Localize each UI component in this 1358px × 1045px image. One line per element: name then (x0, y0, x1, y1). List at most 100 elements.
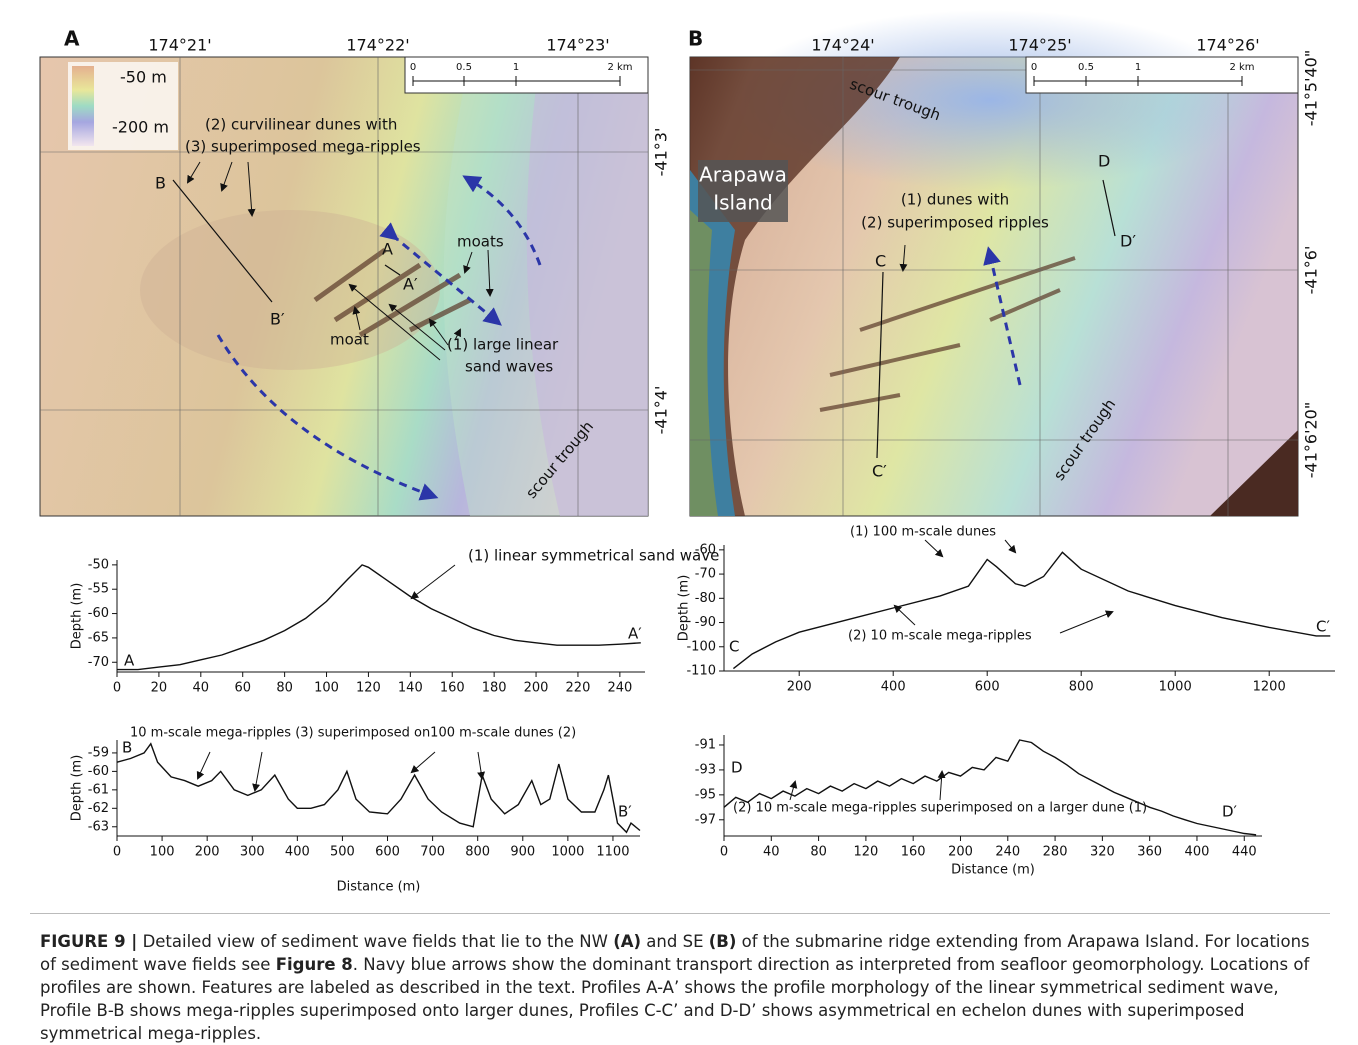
lat-label: -41°4' (652, 386, 671, 435)
page: { "map_a": { "panel": "A", "lon_labels":… (0, 0, 1358, 1035)
y-tick-label: -50 (88, 557, 109, 572)
annotation: (2) 10 m-scale mega-ripples (848, 629, 1032, 644)
profile-end: D′ (1120, 232, 1136, 251)
x-tick-label: 120 (853, 845, 878, 860)
x-tick-label: 80 (276, 681, 293, 696)
profile-line (724, 740, 1256, 835)
caption-part: (A) (613, 932, 641, 951)
profile-end: A (382, 240, 393, 259)
x-tick-label: 400 (285, 845, 310, 860)
annotation: (1) 100 m-scale dunes (850, 525, 996, 540)
scale-label: 0.5 (1078, 62, 1094, 73)
lat-label: -41°3' (652, 128, 671, 177)
y-tick-label: -60 (88, 764, 109, 779)
x-tick-label: 60 (234, 681, 251, 696)
annotation: A (124, 652, 135, 670)
caption-part: (B) (709, 932, 737, 951)
caption-part: Detailed view of sediment wave fields th… (137, 932, 613, 951)
lon-label: 174°24' (811, 36, 874, 55)
lon-label: 174°22' (346, 36, 409, 55)
map-annotation: (2) curvilinear dunes with (205, 116, 397, 134)
profile-end: D (1098, 152, 1110, 171)
caption-part: Figure 8 (276, 955, 353, 974)
map-annotation: (1) large linear (447, 336, 559, 354)
annotation: C (729, 638, 739, 656)
map-annotation: Arapawa (699, 163, 787, 187)
x-tick-label: 20 (151, 681, 168, 696)
x-tick-label: 200 (524, 681, 549, 696)
y-tick-label: -90 (695, 615, 716, 630)
y-tick-label: -95 (695, 787, 716, 802)
y-tick-label: -60 (695, 542, 716, 557)
lon-label: 174°26' (1196, 36, 1259, 55)
scale-label: 0.5 (456, 62, 472, 73)
x-tick-label: 300 (240, 845, 265, 860)
x-tick-label: 800 (1069, 680, 1094, 695)
map-annotation: moat (330, 331, 369, 349)
y-axis-label: Depth (m) (70, 583, 85, 650)
map-annotation: Island (713, 191, 773, 215)
x-tick-label: 600 (975, 680, 1000, 695)
x-tick-label: 200 (787, 680, 812, 695)
x-tick-label: 900 (510, 845, 535, 860)
lat-label: -41°6'20" (1302, 402, 1321, 478)
y-tick-label: -80 (695, 591, 716, 606)
y-tick-label: -110 (686, 664, 716, 679)
y-tick-label: -65 (88, 630, 109, 645)
x-tick-label: 200 (948, 845, 973, 860)
scale-label: 1 (1135, 62, 1141, 73)
lon-label: 174°25' (1008, 36, 1071, 55)
x-tick-label: 440 (1232, 845, 1257, 860)
y-tick-label: -62 (88, 801, 109, 816)
annotation: 10 m-scale mega-ripples (3) superimposed… (130, 726, 576, 741)
x-tick-label: 240 (607, 681, 632, 696)
x-axis-label: Distance (m) (337, 880, 421, 895)
figure: A 174°21' 174°22' 174°23' -41°3' -41°4' … (0, 0, 1358, 912)
profile-line (733, 552, 1330, 668)
x-tick-label: 1200 (1253, 680, 1286, 695)
profile-end: C (875, 252, 886, 271)
x-tick-label: 120 (356, 681, 381, 696)
scale-label: 0 (1031, 62, 1037, 73)
annotation: A′ (628, 625, 642, 643)
lon-label: 174°21' (148, 36, 211, 55)
x-tick-label: 200 (195, 845, 220, 860)
x-tick-label: 500 (330, 845, 355, 860)
x-tick-label: 1100 (596, 845, 629, 860)
annotation: B′ (618, 803, 632, 821)
caption-rule (30, 913, 1330, 914)
x-tick-label: 280 (1043, 845, 1068, 860)
legend-label: -50 m (120, 68, 167, 87)
x-tick-label: 160 (440, 681, 465, 696)
x-axis-label: Distance (m) (951, 863, 1035, 878)
map-annotation: (2) superimposed ripples (861, 214, 1049, 232)
annotation: B (122, 739, 132, 757)
x-tick-label: 220 (566, 681, 591, 696)
x-tick-label: 180 (482, 681, 507, 696)
x-tick-label: 240 (995, 845, 1020, 860)
x-tick-label: 0 (113, 681, 121, 696)
map-annotation: (1) dunes with (901, 191, 1009, 209)
caption: FIGURE 9 | Detailed view of sediment wav… (40, 930, 1330, 1045)
x-tick-label: 100 (314, 681, 339, 696)
x-tick-label: 40 (193, 681, 210, 696)
scale-label: 2 km (1229, 62, 1254, 73)
profile-end: A′ (403, 275, 418, 294)
x-tick-label: 80 (810, 845, 827, 860)
annotation: D (731, 759, 743, 777)
map-annotation: (3) superimposed mega-ripples (185, 138, 421, 156)
y-tick-label: -91 (695, 737, 716, 752)
profile-line (117, 744, 640, 833)
y-tick-label: -59 (88, 745, 109, 760)
panel-label: B (688, 27, 703, 51)
x-tick-label: 360 (1137, 845, 1162, 860)
x-tick-label: 100 (150, 845, 175, 860)
y-tick-label: -70 (88, 655, 109, 670)
x-tick-label: 800 (465, 845, 490, 860)
annotation: (1) linear symmetrical sand wave (468, 547, 719, 565)
x-tick-label: 1000 (551, 845, 584, 860)
scale-label: 0 (410, 62, 416, 73)
scale-label: 1 (513, 62, 519, 73)
x-tick-label: 40 (763, 845, 780, 860)
panel-label: A (64, 27, 80, 51)
